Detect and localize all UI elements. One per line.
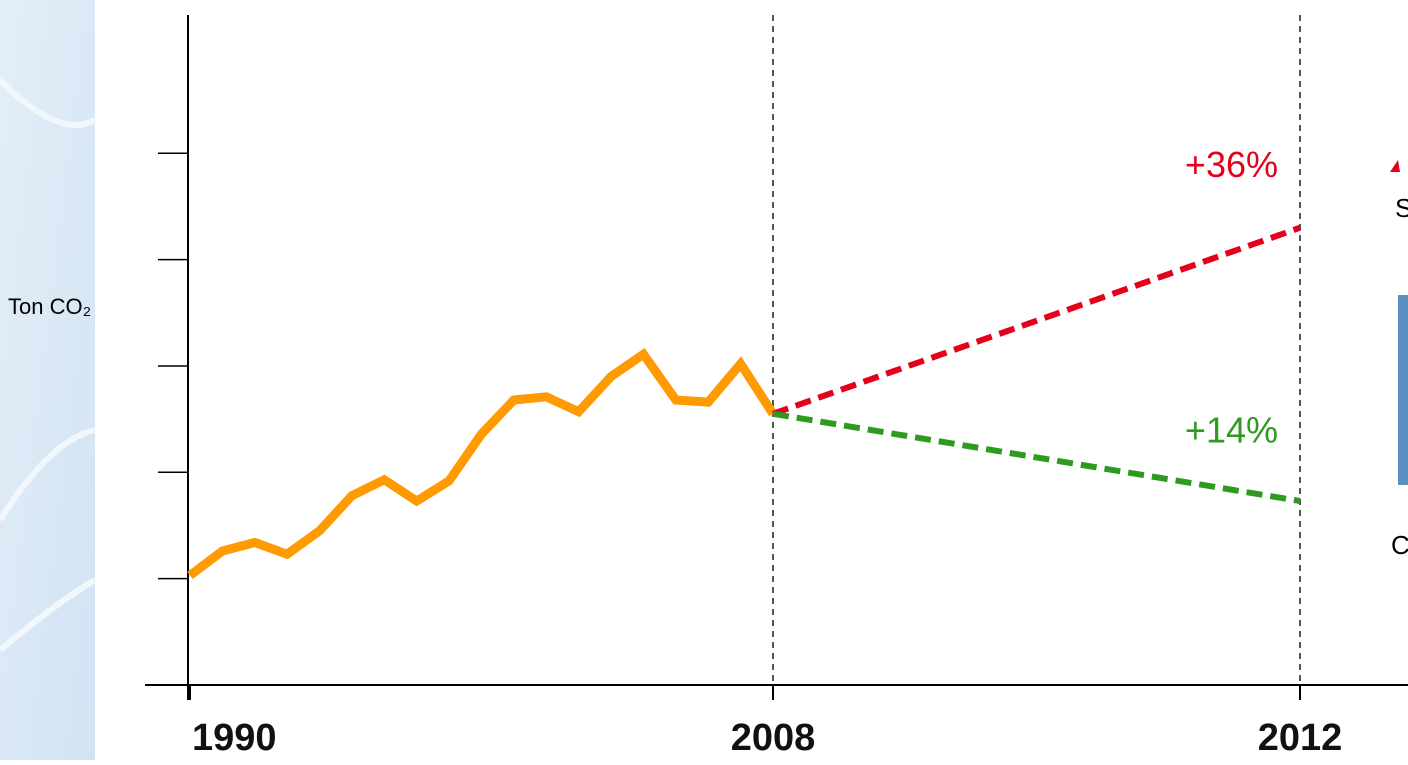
side-label: C bbox=[1391, 530, 1408, 560]
y-axis-label: Ton CO₂ bbox=[8, 294, 91, 319]
side-label: S bbox=[1395, 193, 1408, 223]
image-fragment bbox=[1398, 295, 1408, 485]
decor bbox=[1390, 160, 1400, 172]
chart: S C Ton CO₂ 1990 2008 2012 +36% +14% bbox=[0, 0, 1408, 760]
annotation: +36% bbox=[1185, 144, 1278, 185]
data-line bbox=[773, 228, 1300, 414]
x-tick-label: 1990 bbox=[192, 717, 277, 759]
x-tick-label: 2012 bbox=[1258, 717, 1343, 759]
data-line bbox=[190, 354, 773, 575]
x-tick-label: 2008 bbox=[731, 717, 816, 759]
annotation: +14% bbox=[1185, 410, 1278, 451]
